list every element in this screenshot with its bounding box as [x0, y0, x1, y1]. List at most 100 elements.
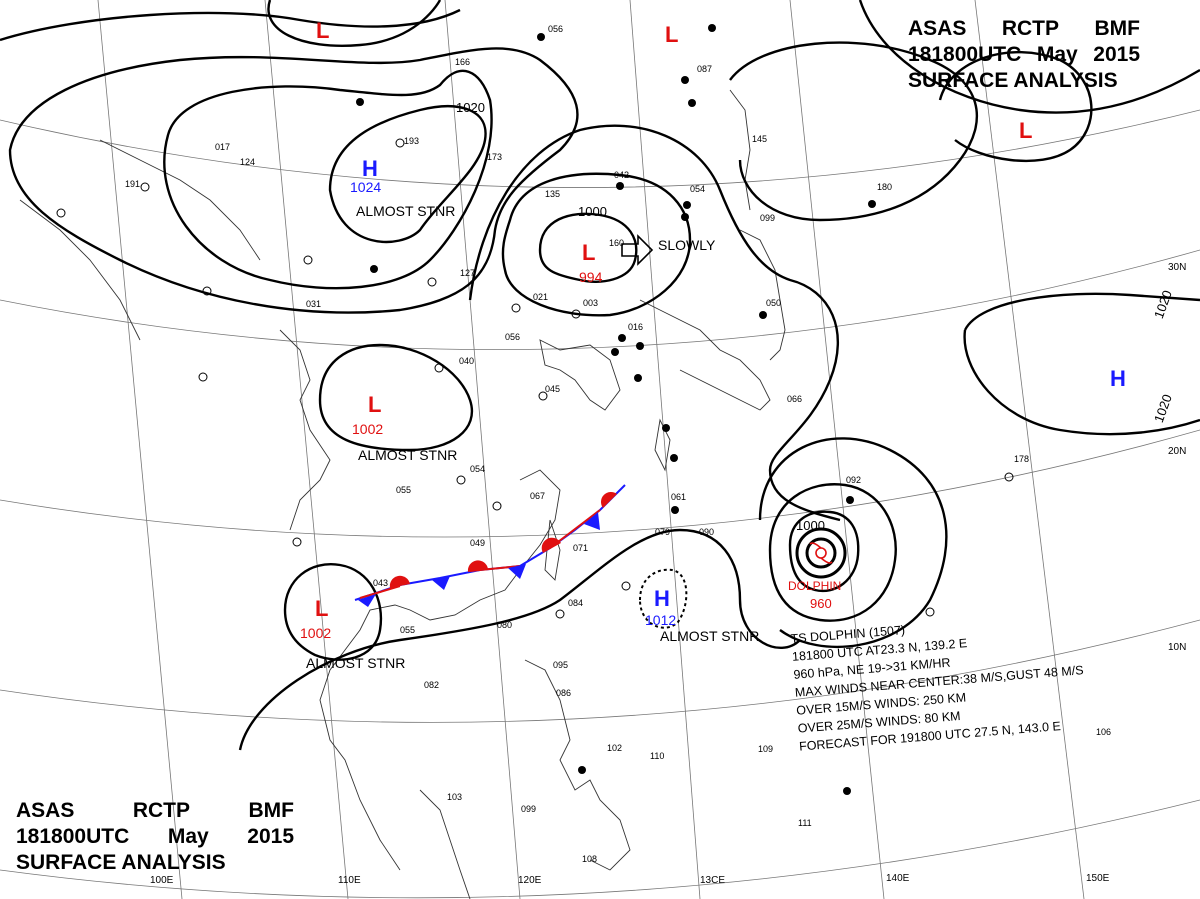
station-label: 145 — [752, 134, 767, 144]
station-label: 066 — [787, 394, 802, 404]
station-label: 031 — [306, 299, 321, 309]
station-label: 090 — [699, 527, 714, 537]
pressure-centers: H 1024 L 994 L 1002 L 1002 H 1012 H L L … — [300, 18, 1126, 641]
station-label: 079 — [655, 527, 670, 537]
lon-label-150e: 150E — [1086, 873, 1110, 884]
lon-label-100e: 100E — [150, 875, 174, 886]
lon-label-130e: 13CE — [700, 875, 725, 886]
station-label: 124 — [240, 157, 255, 167]
station-markers — [356, 24, 876, 795]
note-1024: ALMOST STNR — [356, 203, 455, 219]
station-label: 017 — [215, 142, 230, 152]
lat-label-30n: 30N — [1168, 262, 1186, 273]
note-1002-north: ALMOST STNR — [358, 447, 457, 463]
station-label: 108 — [582, 854, 597, 864]
lon-label-120e: 120E — [518, 875, 542, 886]
station-label: 067 — [530, 491, 545, 501]
station-label: 084 — [568, 598, 583, 608]
station-label: 095 — [553, 660, 568, 670]
isobar-label-1000: 1000 — [578, 204, 607, 219]
high-center-east: H — [1110, 366, 1126, 391]
station-label: 003 — [583, 298, 598, 308]
station-label: 040 — [459, 356, 474, 366]
storm-info-block: TS DOLPHIN (1507) 181800 UTC AT23.3 N, 1… — [790, 610, 1084, 756]
station-label: 050 — [766, 298, 781, 308]
low-center-ne: L — [1019, 118, 1032, 143]
low-center-994: L — [582, 240, 595, 265]
center-notes: ALMOST STNR SLOWLY ALMOST STNR ALMOST ST… — [306, 203, 759, 671]
cold-front-triangles — [358, 512, 600, 607]
station-label: 193 — [404, 136, 419, 146]
title-line-1: ASAS RCTP BMF — [16, 799, 294, 822]
station-label: 110 — [650, 751, 664, 761]
typhoon-pressure: 960 — [810, 596, 832, 611]
station-label: 049 — [470, 538, 485, 548]
title-line-3: SURFACE ANALYSIS — [16, 851, 226, 874]
station-label: 086 — [556, 688, 571, 698]
station-label: 127 — [460, 268, 475, 278]
station-label: 191 — [125, 179, 140, 189]
high-1012-isobar — [638, 568, 688, 629]
high-center-1024: H — [362, 156, 378, 181]
lat-label-10n: 10N — [1168, 642, 1186, 653]
station-label: 087 — [697, 64, 712, 74]
station-label: 056 — [505, 332, 520, 342]
longitude-grid — [97, 0, 1085, 899]
high-center-1024-value: 1024 — [350, 179, 381, 195]
station-label: 103 — [447, 792, 462, 802]
lon-label-110e: 110E — [338, 875, 361, 886]
low-center-1002-north-value: 1002 — [352, 421, 383, 437]
station-label: 180 — [877, 182, 892, 192]
title-line-2: 181800UTC May 2015 — [908, 43, 1140, 66]
title-line-2: 181800UTC May 2015 — [16, 825, 294, 848]
isobar-label-1020: 1020 — [456, 100, 485, 115]
isobar-labels: 1020 1000 1000 1020 1020 — [456, 100, 1175, 533]
latitude-grid — [0, 109, 1200, 899]
low-center-1002-north: L — [368, 392, 381, 417]
typhoon-name: DOLPHIN — [788, 579, 841, 593]
low-center-1002-south-value: 1002 — [300, 625, 331, 641]
station-hollow-markers — [56, 138, 1014, 619]
graticule-labels: 30N 20N 10N 100E 110E 120E 13CE 140E 150… — [150, 262, 1186, 886]
low-center-nw: L — [316, 18, 329, 43]
warm-front-semicircles — [389, 492, 617, 588]
isobar-label-1020-east: 1020 — [1151, 288, 1175, 320]
note-994: SLOWLY — [658, 237, 716, 253]
station-label: 061 — [671, 492, 686, 502]
station-label: 055 — [400, 625, 415, 635]
station-label: 166 — [455, 57, 470, 67]
note-1012: ALMOST STNR — [660, 628, 759, 644]
station-label: 173 — [487, 152, 502, 162]
station-label: 109 — [758, 744, 773, 754]
high-center-1012-value: 1012 — [645, 612, 676, 628]
map-title-bottom-left: ASAS RCTP BMF 181800UTC May 2015 SURFACE… — [16, 798, 294, 876]
station-label: 054 — [470, 464, 485, 474]
station-label: 178 — [1014, 454, 1029, 464]
station-label: 021 — [533, 292, 548, 302]
station-label: 071 — [573, 543, 588, 553]
station-label: 056 — [548, 24, 563, 34]
station-label: 092 — [846, 475, 861, 485]
low-center-994-value: 994 — [579, 269, 603, 285]
station-label: 099 — [521, 804, 536, 814]
coastlines — [19, 89, 786, 899]
station-label: 055 — [396, 485, 411, 495]
note-1002-south: ALMOST STNR — [306, 655, 405, 671]
low-center-1002-south: L — [315, 596, 328, 621]
station-label: 080 — [497, 620, 512, 630]
station-label: 042 — [614, 170, 629, 180]
title-line-1: ASAS RCTP BMF — [908, 17, 1140, 40]
front — [354, 484, 626, 607]
station-label: 135 — [545, 189, 560, 199]
isobar-label-1020-south: 1020 — [1151, 392, 1175, 424]
station-label: 016 — [628, 322, 643, 332]
station-label: 102 — [607, 743, 622, 753]
station-label: 160 — [609, 238, 624, 248]
station-label: 082 — [424, 680, 439, 690]
isobars — [0, 0, 1200, 751]
station-labels: 056 166 193 173 042 054 087 145 099 180 … — [125, 24, 1111, 864]
motion-arrow-icon — [621, 234, 654, 266]
station-label: 111 — [798, 818, 812, 828]
lon-label-140e: 140E — [886, 873, 910, 884]
